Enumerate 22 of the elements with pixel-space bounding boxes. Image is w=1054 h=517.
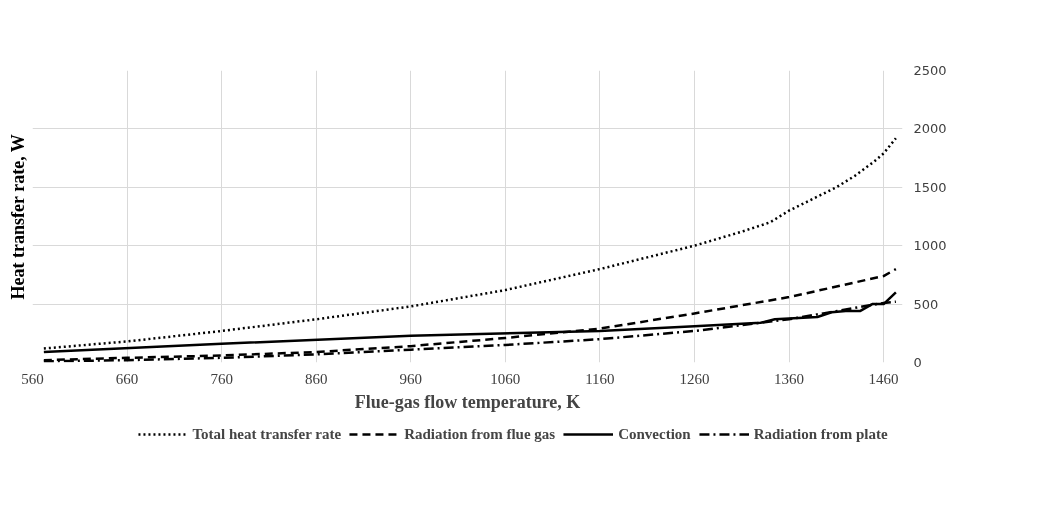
x-tick-label: 1260: [679, 370, 710, 387]
y-tick-label: 0: [913, 355, 922, 370]
x-tick-label: 660: [115, 370, 139, 387]
y-axis-title: Heat transfer rate, W: [7, 134, 28, 300]
x-axis-title: Flue-gas flow temperature, K: [354, 391, 581, 412]
x-tick-label: 1160: [585, 370, 615, 387]
x-tick-label: 960: [399, 370, 423, 387]
x-tick-label: 760: [210, 370, 233, 387]
y-tick-label: 1500: [913, 179, 947, 195]
legend-label: Total heat transfer rate: [192, 425, 342, 443]
legend-label: Radiation from flue gas: [404, 425, 556, 443]
y-tick-label: 2000: [913, 121, 947, 137]
legend-label: Radiation from plate: [753, 425, 888, 443]
y-tick-label: 2500: [913, 63, 947, 78]
legend-label: Convection: [618, 425, 691, 443]
x-tick-label: 1460: [868, 370, 899, 387]
y-tick-label: 500: [913, 296, 939, 312]
x-tick-label: 560: [21, 370, 44, 387]
x-tick-label: 1060: [490, 370, 521, 387]
x-tick-label: 860: [304, 370, 328, 387]
x-tick-label: 1360: [774, 370, 805, 387]
y-tick-label: 1000: [913, 238, 947, 254]
